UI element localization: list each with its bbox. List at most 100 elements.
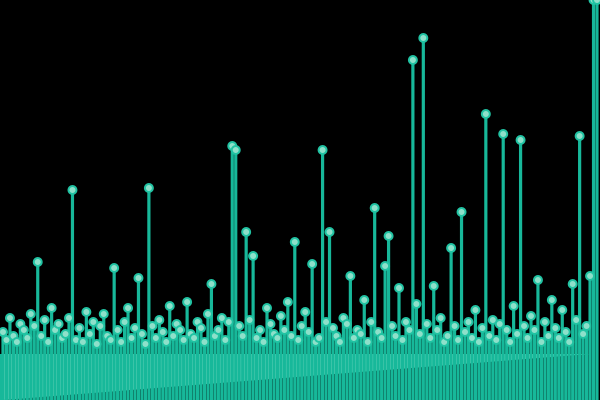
data-point-marker [539,317,550,327]
data-point-marker [140,339,151,349]
data-point-marker [532,275,543,285]
data-point-marker [432,325,443,335]
data-point-marker [359,295,370,305]
data-point-marker [470,305,481,315]
data-point-marker [136,329,147,339]
data-point-marker [109,263,120,273]
data-point-marker [258,337,269,347]
data-point-marker [425,333,436,343]
data-point-marker [64,313,74,323]
data-point-marker [404,325,415,335]
data-point-marker [456,207,467,217]
data-point-marker [206,279,217,289]
data-point-marker [157,327,168,337]
data-point-marker [262,303,272,313]
data-point-marker [178,335,189,345]
data-point-marker [519,321,530,331]
data-point-marker [18,325,29,335]
data-point-marker [585,271,596,281]
data-point-marker [362,337,373,347]
data-point-marker [199,337,210,347]
data-point-marker [560,327,571,337]
data-point-marker [161,337,172,347]
data-point-marker [480,109,491,119]
data-point-marker [522,333,533,343]
data-point-marker [494,319,505,329]
data-point-marker [477,323,488,333]
data-point-marker [421,319,432,329]
data-point-marker [515,135,526,145]
data-point-marker [272,333,283,343]
data-point-marker [248,251,259,261]
data-point-marker [307,259,318,269]
data-point-marker [463,317,474,327]
data-point-marker [11,337,22,347]
data-point-marker [241,227,252,237]
data-point-marker [168,331,179,341]
data-point-marker [223,317,234,327]
data-point-marker [95,321,106,331]
data-point-marker [116,337,127,347]
data-point-marker [0,327,8,337]
data-point-marker [265,319,276,329]
data-point-marker [498,129,509,139]
data-point-marker [202,309,213,319]
data-point-marker [234,321,245,331]
data-point-marker [196,323,206,333]
data-point-marker [53,319,64,329]
data-point-marker [400,317,411,327]
data-point-marker [282,297,293,307]
data-point-marker [143,183,154,193]
data-point-marker [324,227,335,237]
data-point-marker [550,323,561,333]
data-point-marker [60,329,71,339]
data-point-marker [91,339,102,349]
data-point-marker [536,337,547,347]
marker-points-group [0,0,600,349]
data-point-marker [394,283,404,293]
data-point-marker [22,333,33,343]
data-point-marker [36,331,47,341]
data-point-marker [182,297,193,307]
data-point-marker [578,329,589,339]
data-point-marker [345,271,356,281]
data-point-marker [296,321,307,331]
data-point-marker [418,33,429,43]
data-point-marker [571,315,582,325]
data-point-marker [341,319,352,329]
data-point-marker [112,325,123,335]
data-point-marker [279,325,290,335]
data-point-marker [526,311,536,321]
data-point-marker [512,329,523,339]
data-point-marker [255,325,266,335]
data-point-marker [369,203,380,213]
data-point-marker [397,335,408,345]
data-point-marker [275,311,286,321]
data-point-marker [314,333,325,343]
data-point-marker [300,307,311,317]
data-point-marker [366,317,377,327]
data-point-marker [446,243,457,253]
data-point-marker [105,335,116,345]
data-point-marker [220,335,231,345]
data-point-marker [126,333,137,343]
data-point-marker [81,307,92,317]
data-point-marker [453,335,464,345]
data-point-marker [317,145,328,155]
data-point-marker [501,325,512,335]
data-point-marker [293,335,304,345]
data-point-marker [574,131,585,141]
data-point-marker [39,315,50,325]
data-point-marker [164,301,175,311]
data-point-marker [130,323,140,333]
data-point-marker [380,261,391,271]
data-point-marker [387,321,398,331]
data-point-marker [328,323,338,333]
data-point-marker [543,331,554,341]
data-point-marker [43,337,54,347]
data-point-marker [355,329,366,339]
data-point-marker [564,337,575,347]
data-point-marker [84,329,95,339]
